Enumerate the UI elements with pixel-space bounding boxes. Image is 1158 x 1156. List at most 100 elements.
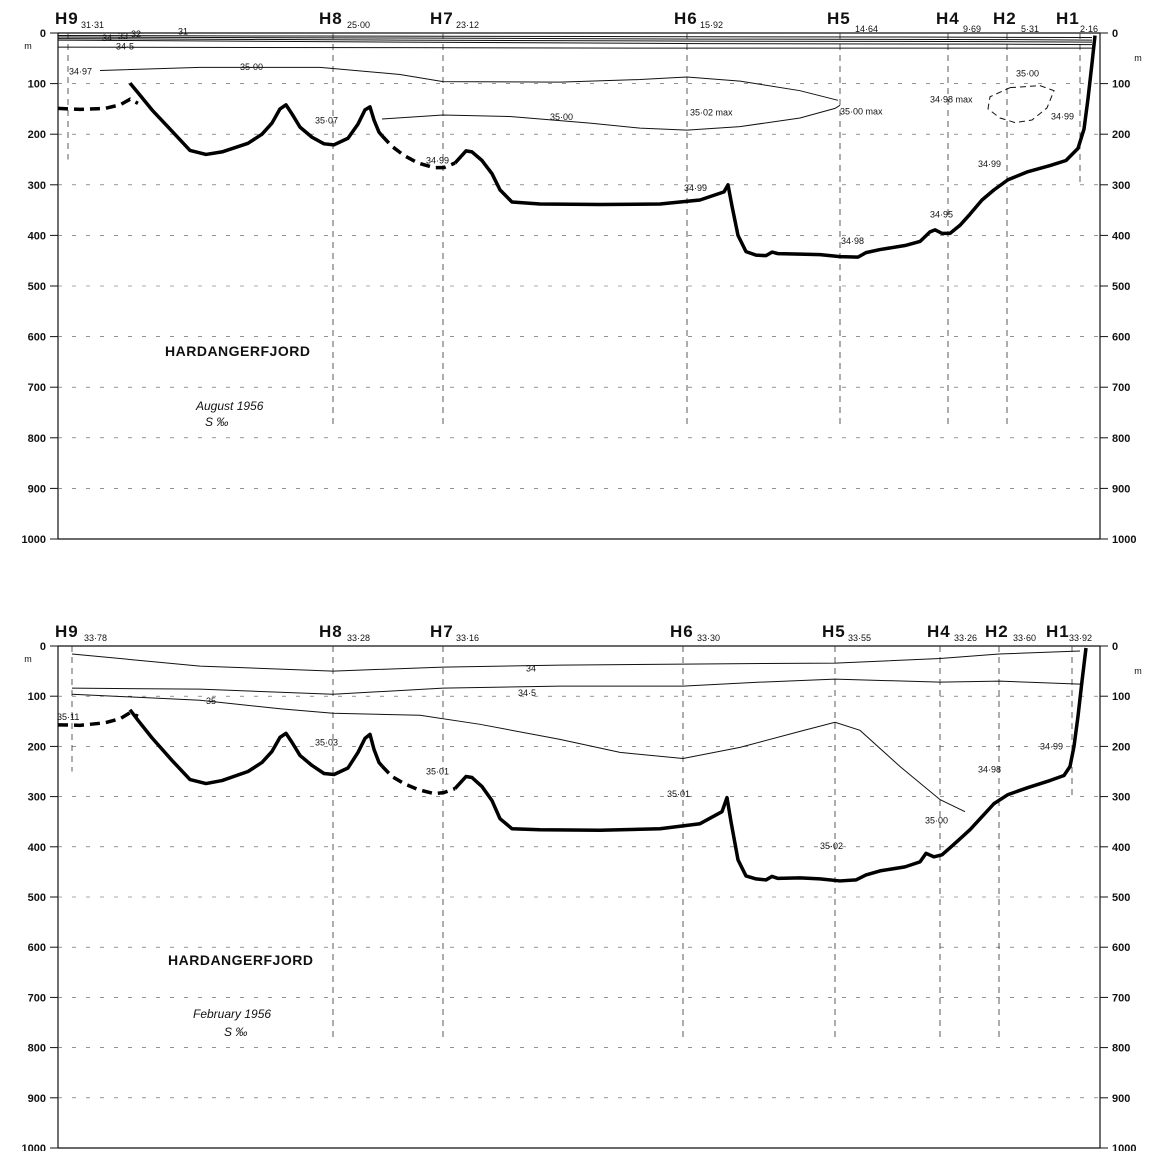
panel-august: 0 0 100 100 200 200 300 300 400 400 500 500 600 600 70… [22, 9, 1142, 546]
station-label-h6: H6 [670, 622, 694, 641]
salinity-annotation: 35·07 [315, 116, 338, 126]
station-label-h5: H5 [822, 622, 846, 641]
left-depth-unit: m [24, 654, 32, 664]
left-depth-tick-label: 0 [40, 28, 46, 40]
isohaline-label: 34 [526, 664, 536, 674]
isohaline-line [57, 36, 1093, 41]
left-depth-tick-label: 400 [28, 230, 46, 242]
left-depth-tick-label: 600 [28, 332, 46, 344]
isohaline-label: 34 [102, 33, 112, 43]
right-depth-tick-label: 400 [1112, 230, 1130, 242]
right-depth-tick-label: 200 [1112, 129, 1130, 141]
left-depth-tick-label: 100 [28, 691, 46, 703]
isohaline-line [987, 85, 1055, 124]
station-label-h9: H9 [55, 9, 79, 28]
right-depth-tick-label: 1000 [1112, 1143, 1136, 1151]
left-depth-tick-label: 1000 [22, 534, 46, 546]
left-depth-tick-label: 100 [28, 79, 46, 91]
right-depth-tick-label: 800 [1112, 1043, 1130, 1055]
right-depth-tick-label: 100 [1112, 79, 1130, 91]
left-depth-tick-label: 500 [28, 892, 46, 904]
salinity-annotation: 34·99 [1040, 741, 1063, 751]
left-depth-tick-label: 300 [28, 180, 46, 192]
station-label-h7: H7 [430, 9, 454, 28]
salinity-annotation: 35·03 [315, 737, 338, 747]
station-label-h6: H6 [674, 9, 698, 28]
salinity-annotation: 34·98 [978, 764, 1001, 774]
station-label-h7: H7 [430, 622, 454, 641]
left-depth-tick-label: 200 [28, 129, 46, 141]
left-depth-tick-label: 0 [40, 641, 46, 653]
bottom-profile [453, 647, 1088, 883]
salinity-annotation: 34·99 [426, 156, 449, 166]
left-depth-tick-label: 700 [28, 992, 46, 1004]
station-surface-salinity: 25·00 [347, 20, 370, 30]
salinity-annotation: 35·01 [667, 789, 690, 799]
isohaline-line [99, 66, 839, 101]
right-depth-unit: m [1134, 666, 1142, 676]
isohaline-line [57, 39, 1093, 46]
salinity-annotation: 35·02 max [690, 107, 733, 117]
right-depth-tick-label: 400 [1112, 842, 1130, 854]
left-depth-tick-label: 800 [28, 433, 46, 445]
right-depth-tick-label: 1000 [1112, 534, 1136, 546]
right-depth-tick-label: 600 [1112, 332, 1130, 344]
salinity-annotation: 35·00 max [840, 106, 883, 116]
right-depth-tick-label: 500 [1112, 281, 1130, 293]
isohaline-line [71, 678, 1081, 695]
chart-subtitle: August 1956 [195, 399, 264, 413]
station-surface-salinity: 14·64 [855, 24, 878, 34]
isohaline-label: 34·5 [116, 42, 134, 52]
left-depth-tick-label: 400 [28, 842, 46, 854]
right-depth-unit: m [1134, 53, 1142, 63]
left-depth-tick-label: 600 [28, 942, 46, 954]
station-surface-salinity: 9·69 [963, 24, 981, 34]
left-depth-unit: m [24, 41, 32, 51]
isohaline-label: 33 [118, 31, 128, 41]
isohaline-line [57, 46, 1092, 49]
isohaline-label: 35 [206, 696, 216, 706]
salinity-annotation: 34·95 [930, 210, 953, 220]
station-surface-salinity: 31·31 [81, 20, 104, 30]
right-depth-tick-label: 100 [1112, 691, 1130, 703]
bottom-profile [128, 81, 384, 157]
right-depth-tick-label: 900 [1112, 1093, 1130, 1105]
salinity-annotation: 35·11 [57, 712, 79, 722]
right-depth-tick-label: 0 [1112, 28, 1118, 40]
right-depth-tick-label: 700 [1112, 992, 1130, 1004]
station-label-h4: H4 [927, 622, 951, 641]
salinity-annotation: 35·01 [426, 767, 449, 777]
left-depth-tick-label: 700 [28, 382, 46, 394]
right-depth-tick-label: 200 [1112, 741, 1130, 753]
chart-subtitle: February 1956 [193, 1007, 271, 1021]
station-surface-salinity: 33·16 [456, 633, 479, 643]
station-label-h4: H4 [936, 9, 960, 28]
station-label-h9: H9 [55, 622, 79, 641]
salinity-annotation: 34·99 [684, 183, 707, 193]
bottom-profile [453, 35, 1097, 259]
station-surface-salinity: 33·30 [697, 633, 720, 643]
isohaline-label: 31 [178, 26, 188, 36]
right-depth-tick-label: 800 [1112, 433, 1130, 445]
isohaline-line [71, 650, 1081, 672]
isohaline-label: 34·5 [518, 688, 536, 698]
station-label-h2: H2 [993, 9, 1017, 28]
salinity-annotation: 34·99 [978, 159, 1001, 169]
station-surface-salinity: 33·55 [848, 633, 871, 643]
isohaline-line [381, 104, 841, 131]
bottom-profile-dashed [57, 97, 139, 112]
isohaline-line [57, 35, 1093, 39]
station-label-h1: H1 [1056, 9, 1080, 28]
chart-title: HARDANGERFJORD [165, 343, 310, 359]
salinity-unit-label: S ‰ [224, 1025, 247, 1039]
station-surface-salinity: 5·31 [1021, 24, 1039, 34]
chart-title: HARDANGERFJORD [168, 952, 313, 968]
right-depth-tick-label: 300 [1112, 792, 1130, 804]
station-label-h8: H8 [319, 622, 343, 641]
right-depth-tick-label: 900 [1112, 483, 1130, 495]
isohaline-line [71, 693, 966, 813]
left-depth-tick-label: 1000 [22, 1143, 46, 1151]
bottom-profile [128, 708, 384, 786]
salinity-annotation: 34·98 max [930, 94, 973, 104]
